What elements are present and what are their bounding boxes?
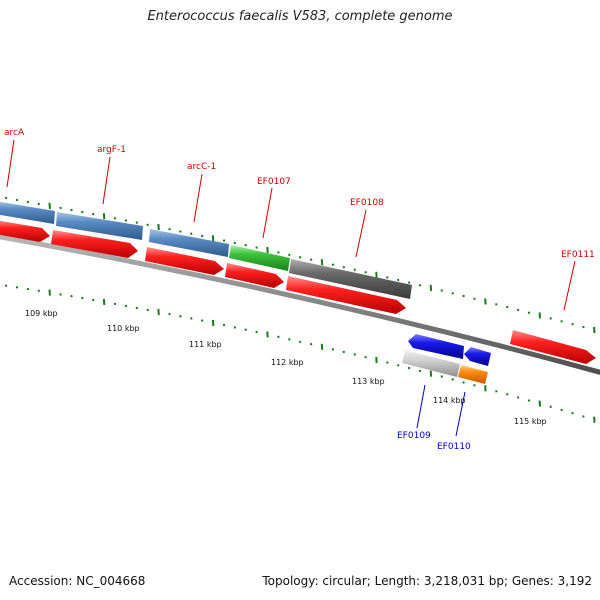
accession-text: Accession: NC_004668 [9, 574, 146, 588]
gene-label-EF0110[interactable]: EF0110 [437, 442, 471, 452]
EF0107-feature-band[interactable] [229, 245, 290, 271]
EF0108-leader-line [355, 209, 367, 258]
EF0111-leader-line [563, 260, 576, 311]
EF0109-light-band[interactable] [402, 350, 460, 377]
argF-1-cds-arrow[interactable] [51, 230, 138, 258]
gene-label-argF-1[interactable]: argF-1 [97, 145, 126, 155]
EF0108-cds-arrow[interactable] [286, 276, 406, 314]
bottom-gene-labels: EF0109 EF0110 [397, 384, 471, 452]
arcA-cds-arrow[interactable] [0, 220, 50, 242]
scale-label-115: 115 kbp [514, 417, 547, 426]
upper-tick-line [4, 196, 596, 334]
scale-label-111: 111 kbp [189, 340, 222, 349]
genome-backbone [0, 234, 600, 375]
EF0111-cds-arrow[interactable] [510, 330, 596, 364]
arcA-feature-band[interactable] [0, 201, 55, 224]
topology-text: Topology: circular; Length: 3,218,031 bp… [262, 574, 592, 588]
gene-label-EF0108[interactable]: EF0108 [350, 198, 384, 208]
EF0110-reverse-feature[interactable] [464, 347, 491, 366]
scale-label-110: 110 kbp [107, 324, 140, 333]
argF-1-leader-line [102, 156, 111, 205]
EF0110-orange-band[interactable] [458, 365, 488, 384]
EF0107-cds-arrow[interactable] [225, 263, 284, 288]
arcC-1-leader-line [193, 173, 203, 223]
EF0110-leader-line [455, 391, 466, 437]
forward-cds-arrows [0, 220, 596, 364]
forward-strand-features [0, 201, 412, 299]
gene-label-arcA[interactable]: arcA [4, 128, 25, 138]
arcA-leader-line [6, 139, 15, 188]
arcC-1-cds-arrow[interactable] [145, 247, 224, 275]
EF0108-feature-band[interactable] [289, 259, 412, 299]
genome-title: Enterococcus faecalis V583, complete gen… [147, 9, 453, 24]
gene-label-arcC-1[interactable]: arcC-1 [187, 162, 216, 172]
scale-labels: 109 kbp 110 kbp 111 kbp 112 kbp 113 kbp … [25, 309, 547, 426]
EF0109-reverse-feature[interactable] [408, 334, 464, 359]
reverse-strand-features [402, 334, 491, 384]
scale-label-113: 113 kbp [352, 377, 385, 386]
EF0107-leader-line [262, 187, 273, 239]
gene-label-EF0111[interactable]: EF0111 [561, 250, 595, 260]
top-gene-labels: arcA argF-1 arcC-1 EF0107 EF0108 EF0111 [4, 128, 595, 311]
arcC-1-feature-band[interactable] [149, 229, 229, 257]
gene-label-EF0109[interactable]: EF0109 [397, 431, 431, 441]
scale-label-109: 109 kbp [25, 309, 58, 318]
lower-tick-line [4, 284, 596, 423]
EF0109-leader-line [416, 384, 426, 429]
scale-label-112: 112 kbp [271, 358, 304, 367]
scale-label-114: 114 kbp [433, 396, 466, 405]
gene-label-EF0107[interactable]: EF0107 [257, 177, 291, 187]
argF-1-feature-band[interactable] [56, 212, 143, 240]
